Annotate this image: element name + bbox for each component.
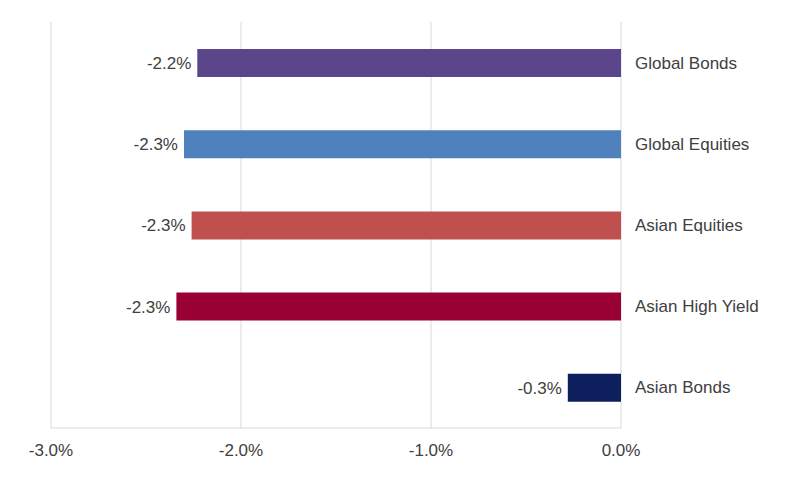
svg-text:-2.3%: -2.3%: [126, 298, 170, 317]
svg-text:-3.0%: -3.0%: [29, 441, 73, 460]
svg-text:-2.2%: -2.2%: [147, 54, 191, 73]
svg-text:Global Equities: Global Equities: [635, 135, 749, 154]
svg-text:Asian Bonds: Asian Bonds: [635, 378, 730, 397]
svg-text:-0.3%: -0.3%: [517, 379, 561, 398]
svg-text:Asian High Yield: Asian High Yield: [635, 297, 759, 316]
svg-text:Asian Equities: Asian Equities: [635, 216, 743, 235]
svg-text:-1.0%: -1.0%: [409, 441, 453, 460]
svg-text:-2.3%: -2.3%: [134, 135, 178, 154]
svg-text:0.0%: 0.0%: [602, 441, 641, 460]
svg-text:-2.3%: -2.3%: [141, 216, 185, 235]
svg-text:-2.0%: -2.0%: [219, 441, 263, 460]
svg-text:Global Bonds: Global Bonds: [635, 54, 737, 73]
